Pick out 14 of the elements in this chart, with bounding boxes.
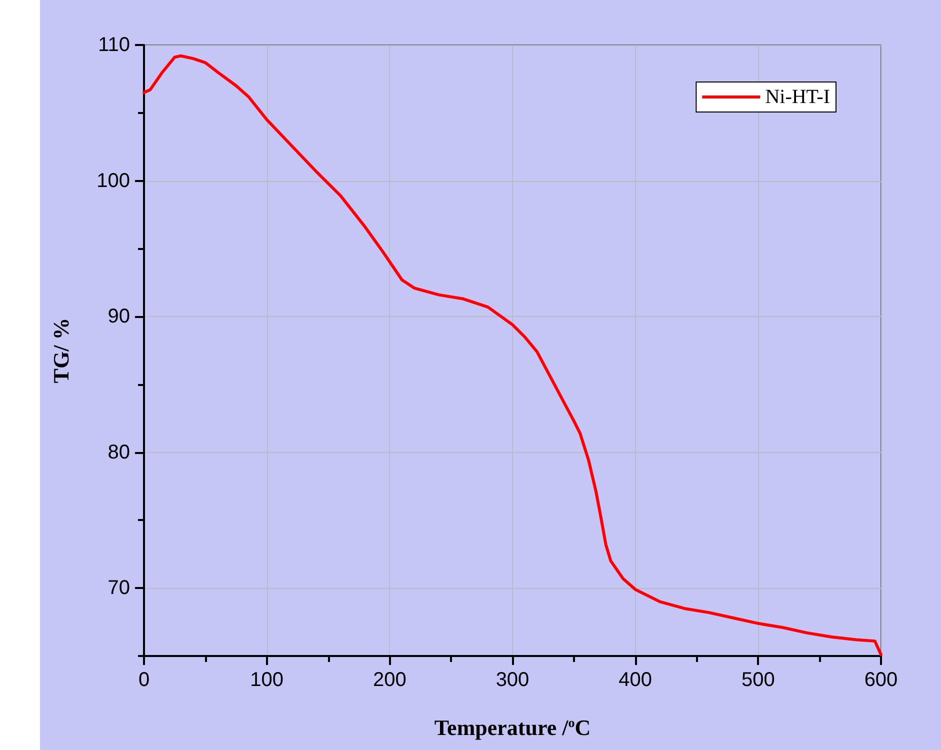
y-tick-label: 100: [96, 170, 130, 192]
y-tick-label: 90: [108, 306, 130, 328]
x-tick-label: 200: [372, 669, 406, 691]
x-tick-label: 400: [618, 669, 652, 691]
x-tick-label: 300: [496, 669, 530, 691]
x-tick-label: 500: [741, 669, 775, 691]
x-tick-label: 100: [250, 669, 284, 691]
y-tick-label: 70: [108, 577, 130, 600]
x-tick-label: 600: [864, 669, 898, 691]
x-tick-label: 0: [138, 669, 150, 691]
legend-label: Ni-HT-I: [765, 86, 830, 108]
y-tick-label: 110: [98, 34, 130, 56]
y-tick-label: 80: [108, 441, 130, 464]
y-axis-title: TG/ %: [48, 318, 74, 384]
